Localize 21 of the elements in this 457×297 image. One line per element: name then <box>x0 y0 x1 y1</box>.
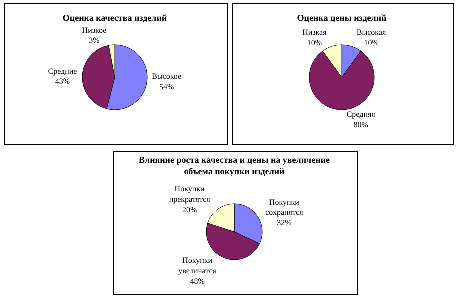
data-label: 32% <box>277 218 292 228</box>
chart-title: Оценка качества изделий <box>62 13 168 24</box>
slice-label: Покупки прекратятся <box>169 184 211 204</box>
data-label: 10% <box>364 38 380 48</box>
slice-label: Покупки увеличатся <box>178 256 217 276</box>
chart-title: Влияние роста качества и цены на увеличение объема покупки изделий <box>139 154 330 177</box>
data-label: 43% <box>55 77 70 86</box>
data-label: 10% <box>307 38 322 48</box>
slice-label: Высокое <box>152 72 182 82</box>
chart-title: Оценка цены изделий <box>297 13 387 24</box>
slice-label: Высокая <box>356 28 386 38</box>
data-label: 80% <box>354 120 369 130</box>
data-label: 20% <box>182 205 198 214</box>
slice-label: Низкое <box>82 26 108 35</box>
data-label: 54% <box>159 82 174 92</box>
slice-label: Покупки сохранятся <box>266 198 304 218</box>
data-label: 48% <box>190 276 206 286</box>
slice-label: Низкая <box>302 28 328 38</box>
slice-label: Средние <box>48 66 78 76</box>
data-label: 3% <box>89 36 100 46</box>
slice-label: Средняя <box>346 110 376 119</box>
